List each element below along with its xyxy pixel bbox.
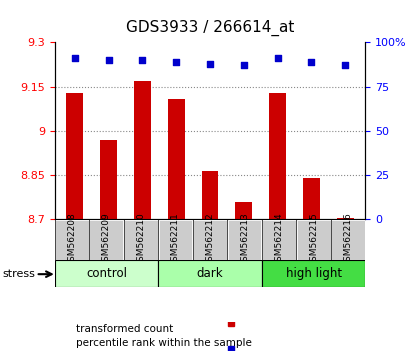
Text: GSM562216: GSM562216 xyxy=(344,212,353,267)
Bar xyxy=(235,202,252,219)
FancyBboxPatch shape xyxy=(228,220,262,260)
Bar xyxy=(202,171,218,219)
Bar xyxy=(269,93,286,219)
Text: stress: stress xyxy=(2,269,35,279)
Text: GSM562213: GSM562213 xyxy=(240,212,249,267)
FancyBboxPatch shape xyxy=(262,220,296,260)
Text: high light: high light xyxy=(286,267,341,280)
Bar xyxy=(134,81,151,219)
FancyBboxPatch shape xyxy=(55,220,89,260)
FancyBboxPatch shape xyxy=(124,220,158,260)
Text: GSM562211: GSM562211 xyxy=(171,212,180,267)
FancyBboxPatch shape xyxy=(158,220,192,260)
Text: control: control xyxy=(86,267,127,280)
Bar xyxy=(303,178,320,219)
Text: dark: dark xyxy=(197,267,223,280)
Text: GSM562212: GSM562212 xyxy=(205,212,215,267)
FancyBboxPatch shape xyxy=(331,220,365,260)
Bar xyxy=(168,98,185,219)
FancyBboxPatch shape xyxy=(158,260,262,287)
Text: GSM562214: GSM562214 xyxy=(275,212,284,267)
FancyBboxPatch shape xyxy=(262,260,365,287)
Point xyxy=(274,56,281,61)
Bar xyxy=(100,140,117,219)
FancyBboxPatch shape xyxy=(297,220,331,260)
Point xyxy=(342,63,349,68)
Text: percentile rank within the sample: percentile rank within the sample xyxy=(76,338,252,348)
Text: GSM562210: GSM562210 xyxy=(136,212,145,267)
FancyBboxPatch shape xyxy=(55,260,158,287)
FancyBboxPatch shape xyxy=(193,220,227,260)
Point xyxy=(240,63,247,68)
Point xyxy=(105,57,112,63)
Point xyxy=(173,59,180,65)
Point xyxy=(139,57,146,63)
Text: GDS3933 / 266614_at: GDS3933 / 266614_at xyxy=(126,20,294,36)
Point xyxy=(71,56,78,61)
Text: GSM562208: GSM562208 xyxy=(67,212,76,267)
Point xyxy=(308,59,315,65)
FancyBboxPatch shape xyxy=(89,220,123,260)
Bar xyxy=(337,218,354,219)
Bar xyxy=(66,93,83,219)
Point xyxy=(207,61,213,67)
Text: GSM562209: GSM562209 xyxy=(102,212,111,267)
Text: transformed count: transformed count xyxy=(76,324,173,334)
Text: GSM562215: GSM562215 xyxy=(309,212,318,267)
